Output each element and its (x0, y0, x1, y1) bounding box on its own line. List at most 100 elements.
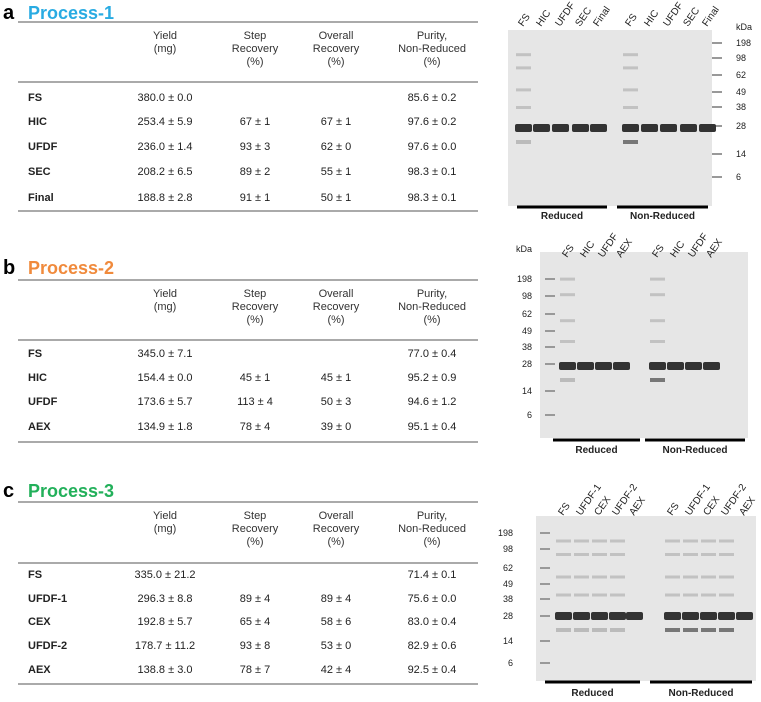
column-header: Yield (153, 30, 177, 42)
marker-band (712, 91, 722, 93)
gel-band (591, 612, 608, 620)
column-header: Yield (153, 288, 177, 300)
gel-band (573, 612, 590, 620)
panel-title: Process-1 (28, 3, 114, 23)
marker-band (545, 295, 555, 297)
gel-band (649, 362, 666, 370)
table-cell: 98.3 ± 0.1 (408, 166, 457, 178)
table-cell: 83.0 ± 0.4 (408, 616, 457, 628)
gel-band (590, 124, 607, 132)
table-cell: 93 ± 8 (240, 640, 271, 652)
table-cell: 53 ± 0 (321, 640, 352, 652)
gel-band (665, 628, 680, 632)
gel-band (592, 628, 607, 632)
gel-band (701, 575, 716, 579)
table-cell: 89 ± 4 (321, 593, 352, 605)
table-cell: 55 ± 1 (321, 166, 352, 178)
table-cell: 42 ± 4 (321, 664, 352, 676)
lane-label: FS (516, 12, 533, 29)
row-label: AEX (28, 664, 51, 676)
table-cell: 93 ± 3 (240, 141, 271, 153)
table-cell: 67 ± 1 (321, 116, 352, 128)
gel-band (622, 124, 639, 132)
lane-label: UFDF (553, 1, 577, 29)
gel-band (623, 88, 638, 92)
gel-band (665, 539, 680, 543)
kda-label: kDa (516, 244, 532, 254)
table-cell: 94.6 ± 1.2 (408, 396, 457, 408)
column-header: Recovery (232, 523, 279, 535)
marker-label: 28 (503, 611, 513, 621)
table-cell: 138.8 ± 3.0 (138, 664, 193, 676)
table-cell: 92.5 ± 0.4 (408, 664, 457, 676)
table-cell: 192.8 ± 5.7 (138, 616, 193, 628)
kda-label: kDa (736, 22, 752, 32)
marker-label: 38 (522, 342, 532, 352)
gel-band (516, 140, 531, 144)
gel-band (556, 593, 571, 597)
marker-band (545, 414, 555, 416)
table-cell: 380.0 ± 0.0 (138, 92, 193, 104)
lane-label: SEC (573, 6, 594, 29)
table-cell: 78 ± 7 (240, 664, 271, 676)
gel-band (701, 539, 716, 543)
gel-group-label: Non-Reduced (669, 688, 734, 699)
gel-band (701, 553, 716, 556)
panel-title: Process-3 (28, 481, 114, 501)
gel-band (516, 66, 531, 70)
gel-band (683, 575, 698, 579)
marker-label: 38 (503, 594, 513, 604)
gel-band (595, 362, 612, 370)
column-header: Step (244, 288, 267, 300)
lane-label: SEC (681, 6, 702, 29)
table-cell: 75.6 ± 0.0 (408, 593, 457, 605)
column-header: Purity, (417, 288, 447, 300)
column-header: Recovery (313, 43, 360, 55)
row-label: HIC (28, 372, 47, 384)
table-cell: 78 ± 4 (240, 421, 271, 433)
gel-band (560, 293, 575, 297)
column-header: (%) (423, 536, 440, 548)
marker-band (712, 74, 722, 76)
gel-band (560, 277, 575, 281)
marker-label: 198 (498, 528, 513, 538)
table-cell: 89 ± 2 (240, 166, 271, 178)
gel-band (574, 593, 589, 597)
table-cell: 50 ± 3 (321, 396, 352, 408)
gel-band (610, 553, 625, 556)
marker-band (712, 57, 722, 59)
gel-image (540, 252, 748, 438)
marker-band (545, 313, 555, 315)
gel-band (719, 593, 734, 597)
column-header: Yield (153, 510, 177, 522)
row-label: HIC (28, 116, 47, 128)
marker-label: 14 (522, 386, 532, 396)
gel-band (623, 66, 638, 70)
table-cell: 50 ± 1 (321, 192, 352, 204)
table-cell: 77.0 ± 0.4 (408, 348, 457, 360)
gel-band (683, 628, 698, 632)
column-header: Non-Reduced (398, 523, 466, 535)
table-cell: 89 ± 4 (240, 593, 271, 605)
gel-band (682, 612, 699, 620)
lane-label: FS (623, 12, 640, 29)
table-cell: 296.3 ± 8.8 (138, 593, 193, 605)
gel-band (736, 612, 753, 620)
marker-label: 6 (527, 410, 532, 420)
table-cell: 173.6 ± 5.7 (138, 396, 193, 408)
column-header: Overall (319, 288, 354, 300)
column-header: Non-Reduced (398, 43, 466, 55)
row-label: UFDF-1 (28, 593, 67, 605)
marker-label: 62 (522, 309, 532, 319)
marker-band (540, 532, 550, 534)
gel-band (701, 628, 716, 632)
gel-band (560, 378, 575, 382)
gel-band (650, 277, 665, 281)
gel-band (592, 575, 607, 579)
table-cell: 345.0 ± 7.1 (138, 348, 193, 360)
row-label: UFDF (28, 141, 58, 153)
column-header: Purity, (417, 30, 447, 42)
table-cell: 62 ± 0 (321, 141, 352, 153)
lane-label: FS (556, 501, 573, 518)
marker-band (540, 640, 550, 642)
